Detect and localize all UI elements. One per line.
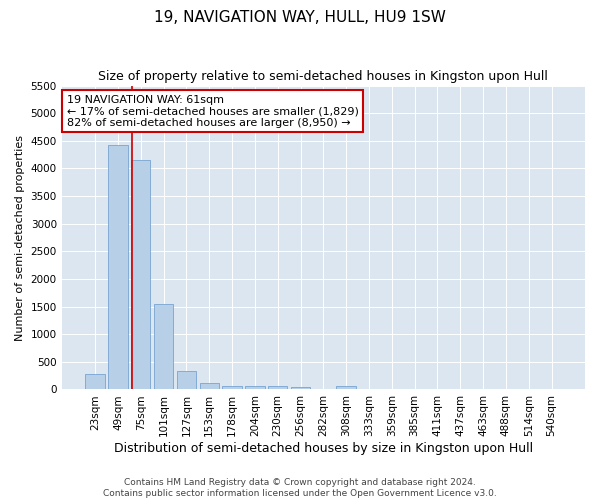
Bar <box>154 304 173 390</box>
Bar <box>85 374 105 390</box>
Bar <box>337 386 356 390</box>
Text: Contains HM Land Registry data © Crown copyright and database right 2024.
Contai: Contains HM Land Registry data © Crown c… <box>103 478 497 498</box>
Bar <box>177 371 196 390</box>
Bar <box>268 386 287 390</box>
Text: 19, NAVIGATION WAY, HULL, HU9 1SW: 19, NAVIGATION WAY, HULL, HU9 1SW <box>154 10 446 25</box>
Bar <box>223 386 242 390</box>
Bar <box>131 160 151 390</box>
Bar <box>291 386 310 390</box>
Title: Size of property relative to semi-detached houses in Kingston upon Hull: Size of property relative to semi-detach… <box>98 70 548 83</box>
X-axis label: Distribution of semi-detached houses by size in Kingston upon Hull: Distribution of semi-detached houses by … <box>114 442 533 455</box>
Bar <box>245 386 265 390</box>
Y-axis label: Number of semi-detached properties: Number of semi-detached properties <box>15 134 25 340</box>
Bar <box>200 383 219 390</box>
Bar <box>108 144 128 390</box>
Text: 19 NAVIGATION WAY: 61sqm
← 17% of semi-detached houses are smaller (1,829)
82% o: 19 NAVIGATION WAY: 61sqm ← 17% of semi-d… <box>67 94 359 128</box>
